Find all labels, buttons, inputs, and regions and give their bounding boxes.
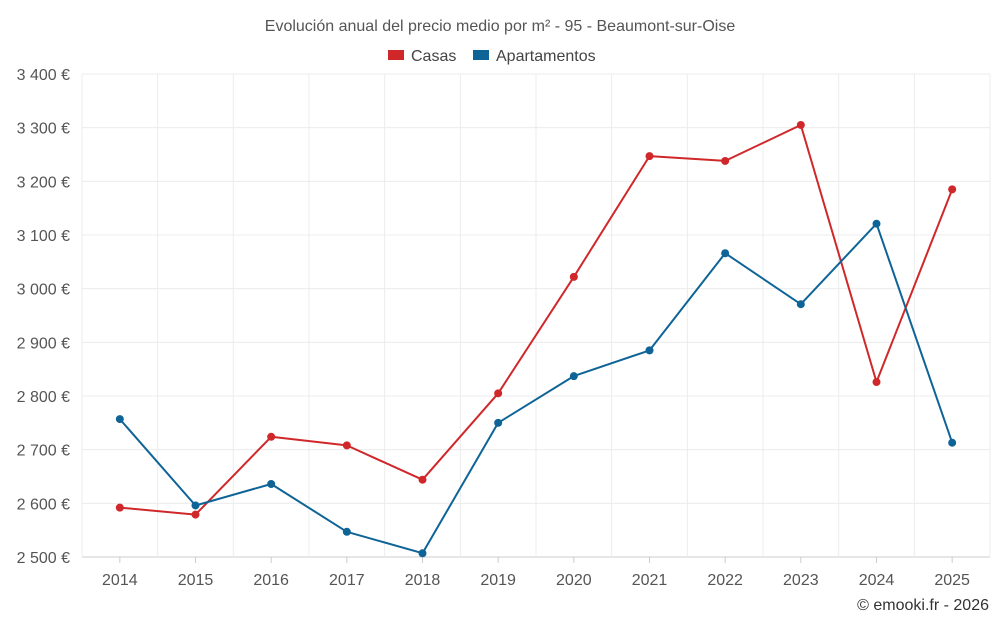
y-axis: 2 500 € 2 600 € 2 700 € 2 800 € 2 900 € 3 000… (17, 67, 70, 567)
y-tick-label: 2 700 € (17, 443, 70, 460)
x-tick-label: 2025 (934, 572, 970, 589)
series (115, 120, 957, 558)
data-point-casas[interactable] (267, 432, 276, 441)
series-apartamentos (115, 219, 957, 558)
x-tick-label: 2017 (329, 572, 365, 589)
x-tick-label: 2018 (405, 572, 441, 589)
y-tick-label: 3 000 € (17, 282, 70, 299)
data-point-casas[interactable] (418, 475, 427, 484)
data-point-casas[interactable] (721, 156, 730, 165)
series-line-apartamentos (119, 222, 954, 555)
legend-swatch-casas (388, 50, 404, 60)
y-tick-label: 2 500 € (17, 550, 70, 567)
data-point-casas[interactable] (115, 503, 124, 512)
data-point-apartamentos[interactable] (191, 501, 200, 510)
y-tick-label: 2 800 € (17, 389, 70, 406)
data-point-casas[interactable] (191, 510, 200, 519)
x-tick-label: 2014 (102, 572, 138, 589)
y-tick-label: 3 300 € (17, 121, 70, 138)
legend-item-apartamentos[interactable]: Apartamentos (473, 48, 596, 65)
x-tick-label: 2016 (253, 572, 289, 589)
data-point-casas[interactable] (645, 152, 654, 161)
data-point-casas[interactable] (948, 185, 957, 194)
data-point-apartamentos[interactable] (569, 372, 578, 381)
data-point-apartamentos[interactable] (721, 249, 730, 258)
data-point-casas[interactable] (342, 441, 351, 450)
data-point-apartamentos[interactable] (645, 346, 654, 355)
y-tick-label: 3 200 € (17, 174, 70, 191)
data-point-casas[interactable] (569, 272, 578, 281)
data-point-apartamentos[interactable] (267, 480, 276, 489)
x-tick-label: 2022 (707, 572, 743, 589)
x-tick-label: 2020 (556, 572, 592, 589)
data-point-apartamentos[interactable] (418, 549, 427, 558)
x-tick-label: 2019 (480, 572, 516, 589)
y-tick-label: 2 900 € (17, 335, 70, 352)
y-tick-label: 2 600 € (17, 496, 70, 513)
chart-title: Evolución anual del precio medio por m² … (265, 18, 736, 35)
x-tick-label: 2021 (632, 572, 668, 589)
grid (81, 73, 991, 563)
legend-label-apartamentos: Apartamentos (496, 48, 596, 65)
data-point-casas[interactable] (872, 378, 881, 387)
y-tick-label: 3 400 € (17, 67, 70, 84)
data-point-casas[interactable] (796, 120, 805, 129)
x-axis: 2014 2015 2016 2017 2018 2019 2020 2021 2022 2023… (102, 572, 970, 589)
x-tick-label: 2023 (783, 572, 819, 589)
legend-item-casas[interactable]: Casas (388, 48, 456, 65)
data-point-apartamentos[interactable] (872, 219, 881, 228)
data-point-casas[interactable] (494, 389, 503, 398)
x-tick-label: 2015 (178, 572, 214, 589)
x-tick-label: 2024 (859, 572, 895, 589)
legend: Casas Apartamentos (388, 48, 596, 65)
y-tick-label: 3 100 € (17, 228, 70, 245)
data-point-apartamentos[interactable] (948, 438, 957, 447)
legend-label-casas: Casas (411, 48, 456, 65)
data-point-apartamentos[interactable] (796, 300, 805, 309)
legend-swatch-apartamentos (473, 50, 489, 60)
data-point-apartamentos[interactable] (494, 418, 503, 427)
data-point-apartamentos[interactable] (342, 527, 351, 536)
series-line-casas (119, 124, 954, 516)
data-point-apartamentos[interactable] (115, 415, 124, 424)
series-casas (115, 120, 957, 519)
credit-text: © emooki.fr - 2026 (857, 597, 989, 614)
